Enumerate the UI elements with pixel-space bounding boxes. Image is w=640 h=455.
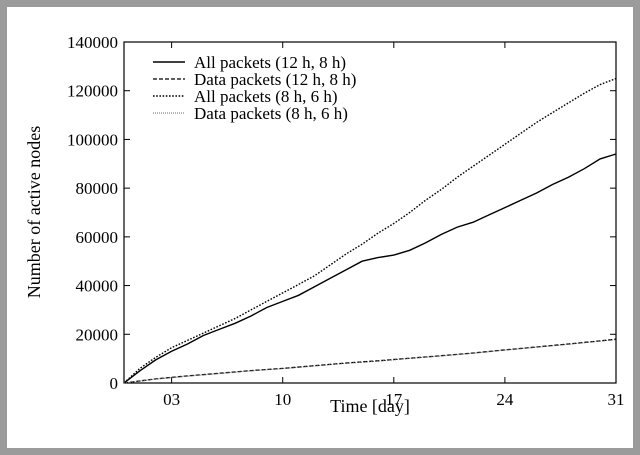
y-tick-label: 20000 bbox=[76, 325, 119, 344]
series-line-4 bbox=[123, 339, 617, 384]
legend: All packets (12 h, 8 h)Data packets (12 … bbox=[153, 53, 356, 123]
x-tick-label: 24 bbox=[496, 390, 514, 409]
x-tick-label: 31 bbox=[608, 390, 625, 409]
series-line-3 bbox=[123, 77, 617, 384]
legend-label-2: Data packets (12 h, 8 h) bbox=[194, 70, 356, 89]
y-tick-label: 120000 bbox=[67, 82, 118, 101]
y-axis-title: Number of active nodes bbox=[24, 126, 44, 298]
x-tick-label: 10 bbox=[274, 390, 291, 409]
legend-label-1: All packets (12 h, 8 h) bbox=[194, 53, 346, 72]
legend-label-3: All packets (8 h, 6 h) bbox=[194, 87, 338, 106]
legend-label-4: Data packets (8 h, 6 h) bbox=[194, 104, 348, 123]
y-tick-label: 80000 bbox=[76, 179, 119, 198]
x-tick-label: 17 bbox=[385, 390, 403, 409]
y-tick-label: 40000 bbox=[76, 277, 119, 296]
series-line-1 bbox=[123, 153, 617, 384]
y-tick-label: 100000 bbox=[67, 130, 118, 149]
y-tick-label: 0 bbox=[110, 374, 119, 393]
y-tick-label: 60000 bbox=[76, 228, 119, 247]
plot-area-border bbox=[123, 41, 617, 384]
x-tick-label: 03 bbox=[163, 390, 180, 409]
x-axis-title: Time [day] bbox=[330, 396, 410, 416]
y-tick-label: 140000 bbox=[67, 33, 118, 52]
